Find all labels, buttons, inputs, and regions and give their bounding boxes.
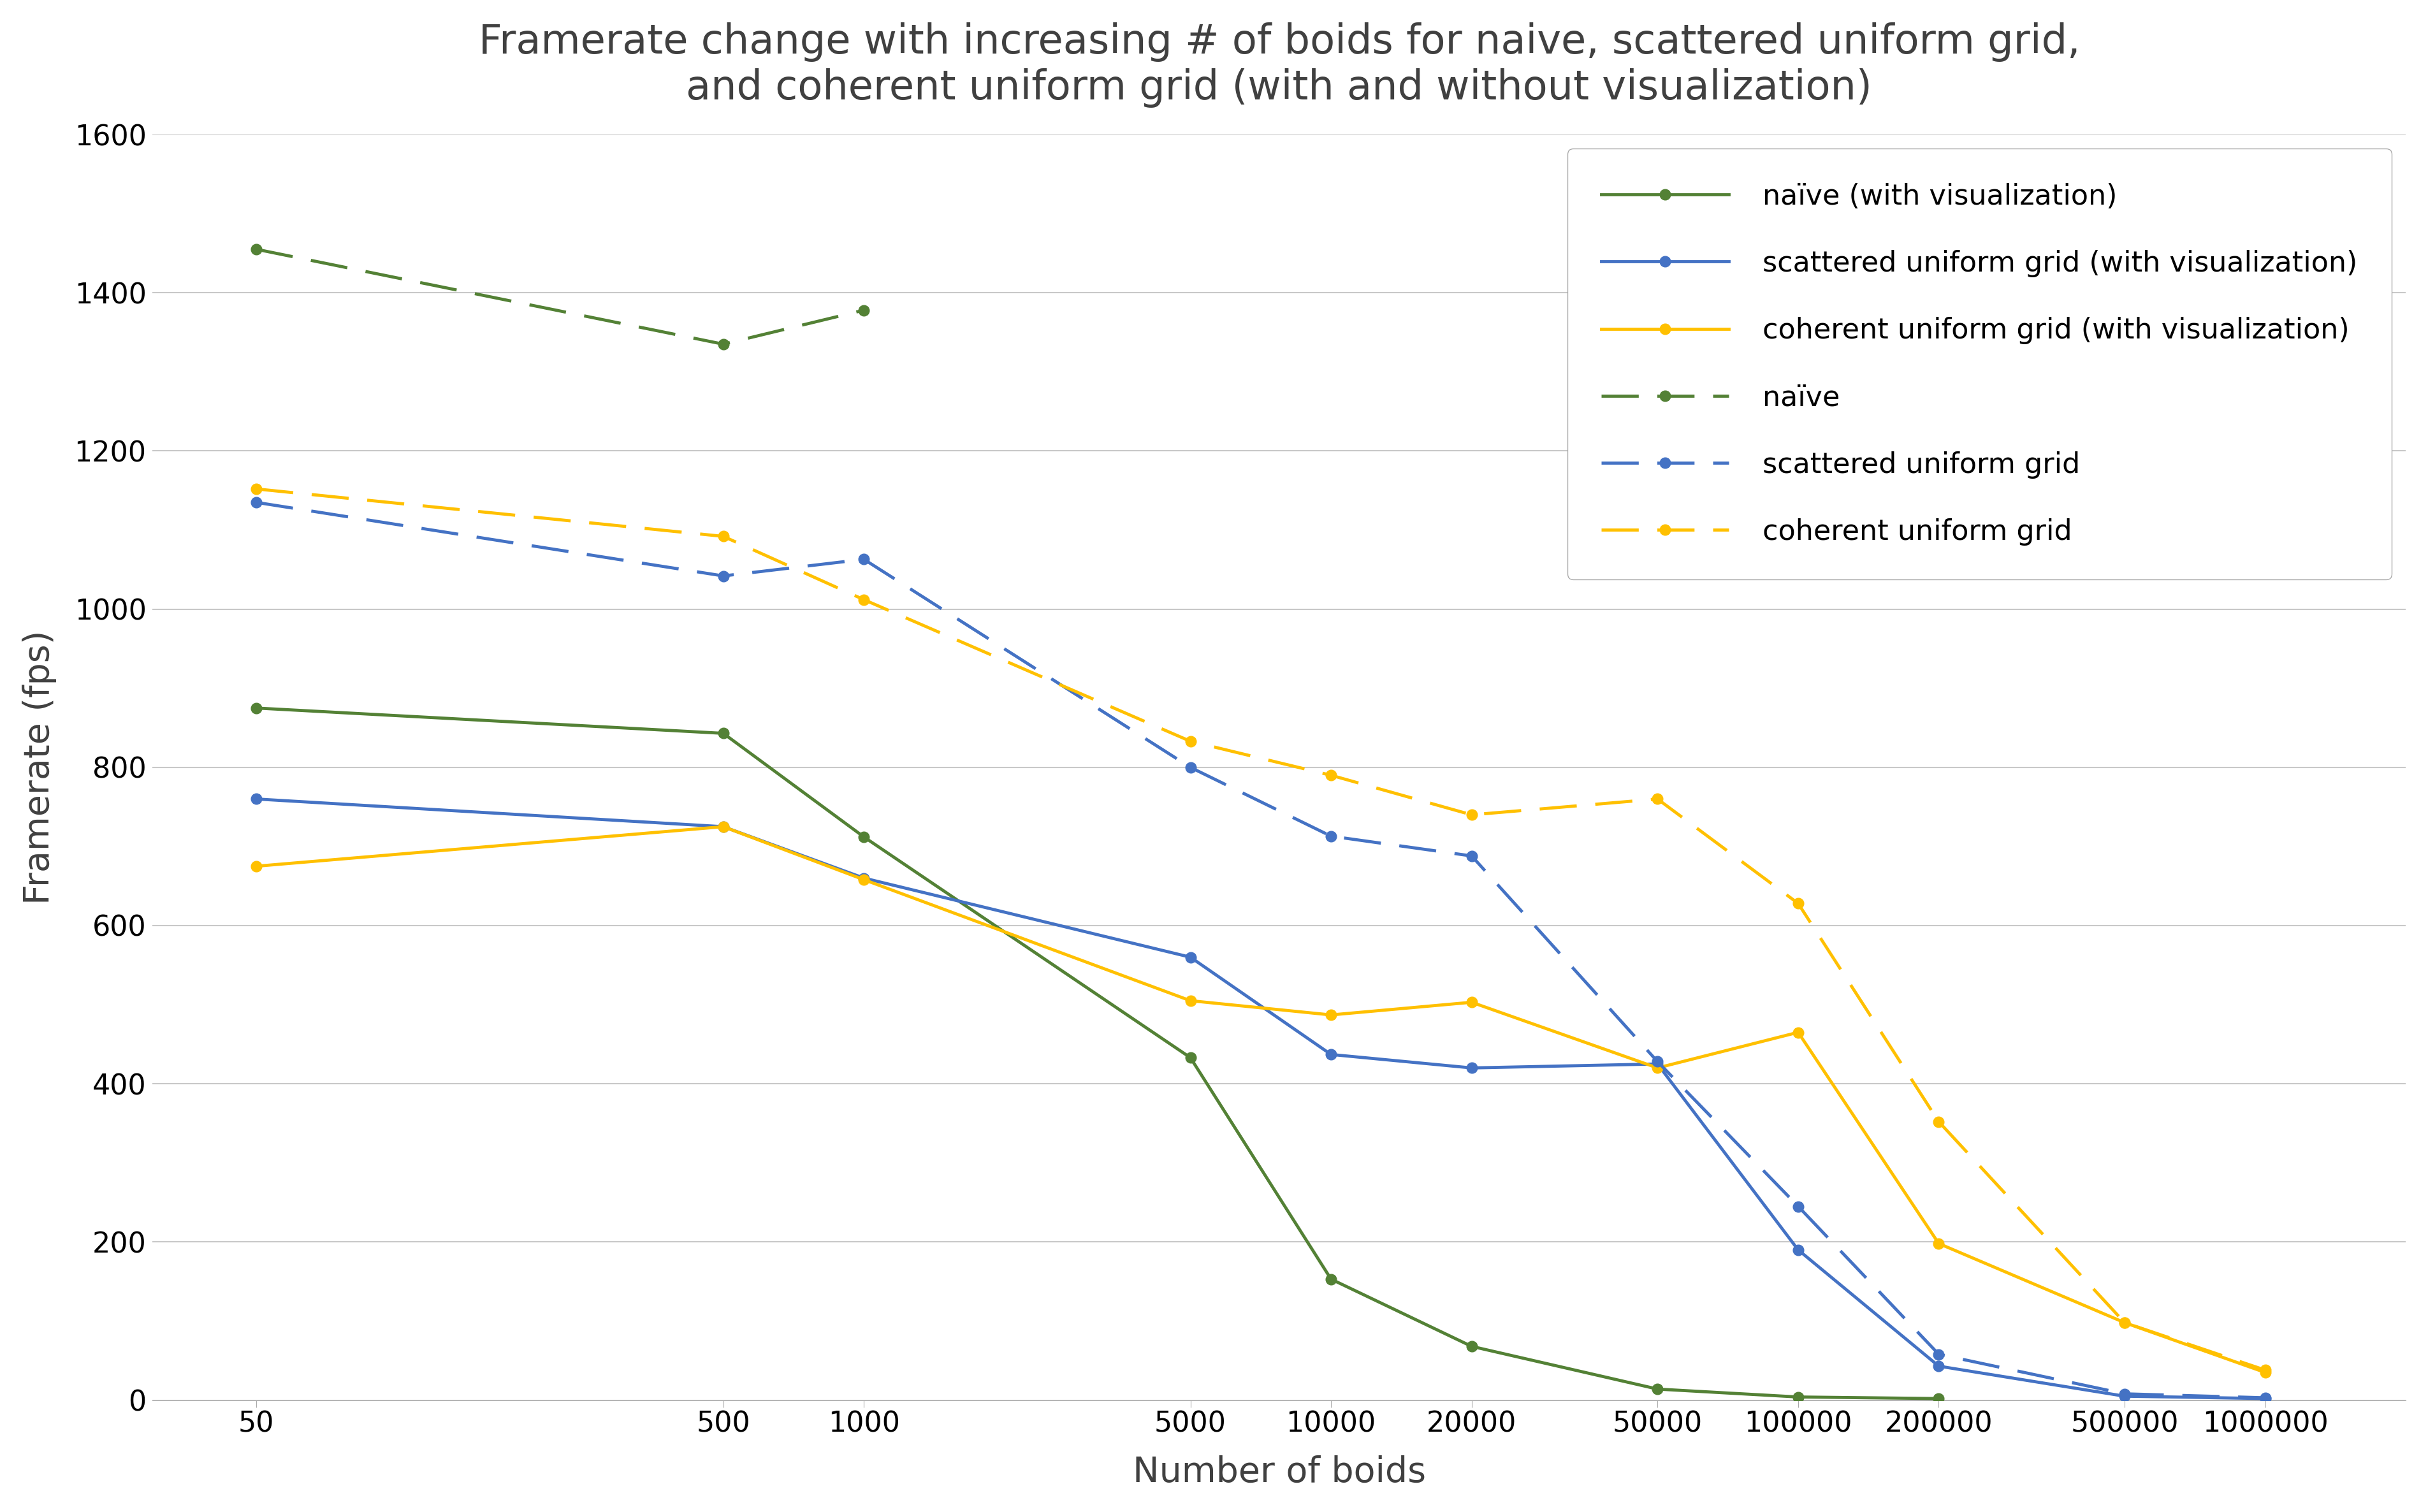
Line: naïve: naïve xyxy=(250,243,869,349)
coherent uniform grid xyxy=(1175,732,1204,750)
Line: naïve (with visualization): naïve (with visualization) xyxy=(250,703,1945,1403)
naïve (with visualization) xyxy=(709,724,738,742)
coherent uniform grid (with visualization) xyxy=(243,857,272,875)
coherent uniform grid xyxy=(1785,894,1814,912)
scattered uniform grid xyxy=(709,567,738,585)
scattered uniform grid xyxy=(2110,1385,2139,1403)
scattered uniform grid (with visualization) xyxy=(850,869,879,888)
Y-axis label: Framerate (fps): Framerate (fps) xyxy=(22,631,56,904)
scattered uniform grid (with visualization) xyxy=(243,789,272,807)
coherent uniform grid (with visualization) xyxy=(1457,993,1486,1012)
Line: coherent uniform grid: coherent uniform grid xyxy=(250,484,2270,1376)
coherent uniform grid xyxy=(243,479,272,497)
naïve (with visualization) xyxy=(1316,1270,1345,1288)
coherent uniform grid xyxy=(850,591,879,609)
coherent uniform grid (with visualization) xyxy=(2251,1364,2280,1382)
scattered uniform grid (with visualization) xyxy=(1316,1045,1345,1063)
Line: scattered uniform grid (with visualization): scattered uniform grid (with visualizati… xyxy=(250,794,2270,1403)
naïve (with visualization) xyxy=(850,829,879,847)
Line: scattered uniform grid: scattered uniform grid xyxy=(250,497,2270,1403)
scattered uniform grid xyxy=(2251,1388,2280,1406)
scattered uniform grid (with visualization) xyxy=(709,818,738,836)
naïve xyxy=(850,301,879,319)
scattered uniform grid (with visualization) xyxy=(1644,1055,1673,1074)
scattered uniform grid (with visualization) xyxy=(1785,1241,1814,1259)
Line: coherent uniform grid (with visualization): coherent uniform grid (with visualizatio… xyxy=(250,821,2270,1377)
scattered uniform grid (with visualization) xyxy=(2110,1387,2139,1405)
scattered uniform grid xyxy=(1175,759,1204,777)
scattered uniform grid xyxy=(243,493,272,511)
scattered uniform grid (with visualization) xyxy=(1175,948,1204,966)
scattered uniform grid xyxy=(1923,1346,1952,1364)
scattered uniform grid xyxy=(1457,847,1486,865)
naïve (with visualization) xyxy=(1644,1380,1673,1399)
coherent uniform grid xyxy=(1457,806,1486,824)
scattered uniform grid (with visualization) xyxy=(1457,1058,1486,1077)
coherent uniform grid xyxy=(1644,789,1673,807)
coherent uniform grid xyxy=(1923,1113,1952,1131)
coherent uniform grid xyxy=(1316,767,1345,785)
coherent uniform grid xyxy=(2110,1314,2139,1332)
scattered uniform grid xyxy=(850,550,879,569)
naïve (with visualization) xyxy=(243,699,272,717)
Title: Framerate change with increasing # of boids for naive, scattered uniform grid,
a: Framerate change with increasing # of bo… xyxy=(478,23,2081,107)
coherent uniform grid (with visualization) xyxy=(850,871,879,889)
X-axis label: Number of boids: Number of boids xyxy=(1131,1456,1425,1489)
coherent uniform grid (with visualization) xyxy=(2110,1314,2139,1332)
naïve (with visualization) xyxy=(1175,1049,1204,1067)
coherent uniform grid (with visualization) xyxy=(1316,1005,1345,1024)
coherent uniform grid (with visualization) xyxy=(1644,1058,1673,1077)
scattered uniform grid (with visualization) xyxy=(2251,1390,2280,1408)
coherent uniform grid xyxy=(2251,1361,2280,1379)
naïve xyxy=(709,336,738,354)
coherent uniform grid (with visualization) xyxy=(1923,1234,1952,1252)
Legend: naïve (with visualization), scattered uniform grid (with visualization), coheren: naïve (with visualization), scattered un… xyxy=(1568,148,2392,579)
scattered uniform grid xyxy=(1785,1198,1814,1216)
coherent uniform grid (with visualization) xyxy=(1785,1024,1814,1042)
naïve xyxy=(243,240,272,259)
scattered uniform grid (with visualization) xyxy=(1923,1358,1952,1376)
scattered uniform grid xyxy=(1644,1052,1673,1070)
naïve (with visualization) xyxy=(1785,1388,1814,1406)
naïve (with visualization) xyxy=(1457,1337,1486,1355)
scattered uniform grid xyxy=(1316,827,1345,845)
coherent uniform grid (with visualization) xyxy=(709,818,738,836)
naïve (with visualization) xyxy=(1923,1390,1952,1408)
coherent uniform grid (with visualization) xyxy=(1175,992,1204,1010)
coherent uniform grid xyxy=(709,528,738,546)
